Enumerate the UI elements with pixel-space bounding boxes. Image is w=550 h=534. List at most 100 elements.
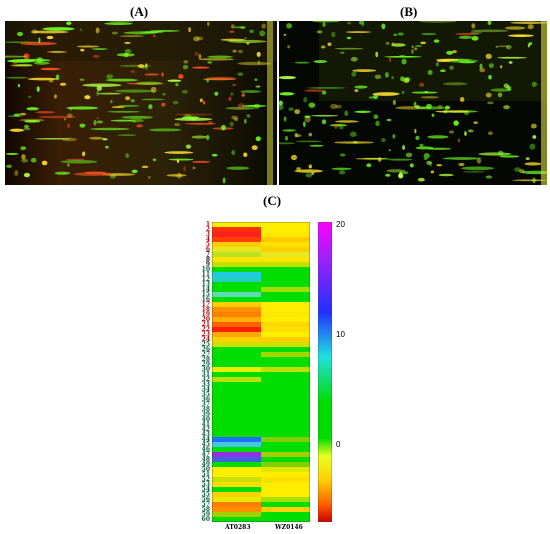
gel-spot xyxy=(409,163,414,168)
gel-spot xyxy=(508,34,534,37)
heatmap-cell xyxy=(261,462,310,468)
gel-spot xyxy=(423,157,428,161)
heatmap-cell xyxy=(212,372,261,378)
gel-spot xyxy=(399,54,406,57)
gel-spot xyxy=(148,104,153,110)
heatmap-cell xyxy=(261,387,310,393)
gel-spot xyxy=(339,51,345,54)
heatmap-cell xyxy=(261,447,310,453)
gel-spot xyxy=(241,104,267,107)
gel-spot xyxy=(137,64,145,69)
gel-spot xyxy=(403,77,410,83)
heatmap-row-label: 37 xyxy=(201,401,210,408)
heatmap-row-label: 59 xyxy=(201,511,210,518)
heatmap-cell xyxy=(261,377,310,383)
gel-spot xyxy=(234,117,239,122)
gel-spot xyxy=(303,121,306,128)
gel-spot xyxy=(7,59,35,63)
gel-spot xyxy=(308,132,313,137)
gel-spot xyxy=(458,35,473,39)
gel-spot xyxy=(463,171,485,173)
heatmap-cell xyxy=(212,227,261,233)
heatmap-row-label: 3 xyxy=(205,231,210,238)
gel-spot xyxy=(389,56,392,63)
heatmap-cell xyxy=(212,397,261,403)
gel-spot xyxy=(10,64,33,67)
gel-spot xyxy=(510,21,547,24)
gel-spot xyxy=(471,36,479,41)
heatmap-cell xyxy=(261,482,310,488)
gel-spot xyxy=(338,170,346,175)
gel-spot xyxy=(283,33,287,36)
heatmap-cell xyxy=(212,382,261,388)
gel-spot xyxy=(205,76,237,81)
gel-spot xyxy=(125,96,131,101)
gel-spot xyxy=(105,78,139,82)
gel-spot xyxy=(521,170,547,175)
gel-spot xyxy=(449,65,454,70)
gel-spot xyxy=(106,74,113,80)
gel-spot xyxy=(368,96,375,99)
gel-spot xyxy=(92,54,100,58)
heatmap-cell xyxy=(261,472,310,478)
gel-spot xyxy=(279,100,283,106)
gel-spot xyxy=(427,135,449,139)
heatmap-cell xyxy=(261,287,310,293)
heatmap-row-label: 58 xyxy=(201,506,210,513)
heatmap-cell xyxy=(212,267,261,273)
heatmap-row-label: 47 xyxy=(201,451,210,458)
gel-spot xyxy=(174,123,181,126)
gel-spot xyxy=(255,136,261,142)
gel-spot xyxy=(372,92,400,96)
gel-spot xyxy=(257,60,260,65)
gel-spot xyxy=(54,94,57,99)
gel-spot xyxy=(505,45,512,50)
gel-spot xyxy=(34,137,72,140)
gel-spot xyxy=(116,53,135,57)
gel-spot xyxy=(192,166,196,170)
gel-spot xyxy=(488,63,494,69)
gel-spot xyxy=(330,103,338,110)
gel-spot xyxy=(335,104,342,109)
gel-spot xyxy=(59,82,67,86)
gel-spot xyxy=(33,61,50,65)
gel-spot xyxy=(93,119,97,126)
heatmap-row-label: 52 xyxy=(201,476,210,483)
gel-spot xyxy=(453,120,459,126)
gel-spot xyxy=(243,152,248,158)
heatmap-cell xyxy=(261,247,310,253)
gel-spot xyxy=(132,119,136,123)
heatmap-cell xyxy=(261,272,310,278)
gel-spot xyxy=(355,157,384,160)
gel-spot xyxy=(479,63,483,70)
gel-spot xyxy=(27,77,58,81)
heatmap-cell xyxy=(261,507,310,513)
gel-spot xyxy=(152,158,157,162)
gel-spot xyxy=(311,172,315,175)
gel-spot xyxy=(436,60,451,62)
gel-spot xyxy=(279,142,296,145)
gel-spot xyxy=(327,42,332,47)
gel-spot xyxy=(111,31,118,35)
gel-spot xyxy=(393,33,397,37)
heatmap-cell xyxy=(212,347,261,353)
gel-spot xyxy=(5,76,29,79)
gel-spot xyxy=(504,26,526,30)
gel-spot xyxy=(381,23,386,30)
heatmap-cell xyxy=(212,307,261,313)
gel-spot xyxy=(386,169,406,173)
gel-spot xyxy=(503,83,509,89)
gel-spot xyxy=(181,89,188,94)
gel-spot xyxy=(23,53,30,60)
gel-spot xyxy=(339,126,344,130)
gel-spot xyxy=(185,144,192,149)
heatmap-cell xyxy=(261,422,310,428)
gel-spot xyxy=(237,72,244,76)
heatmap-cell xyxy=(261,267,310,273)
gel-spot xyxy=(283,116,287,122)
gel-spot xyxy=(331,31,336,38)
gel-spot xyxy=(79,28,83,31)
gel-spot xyxy=(392,134,396,139)
heatmap-row-label: 41 xyxy=(201,421,210,428)
gel-spot xyxy=(279,92,295,96)
